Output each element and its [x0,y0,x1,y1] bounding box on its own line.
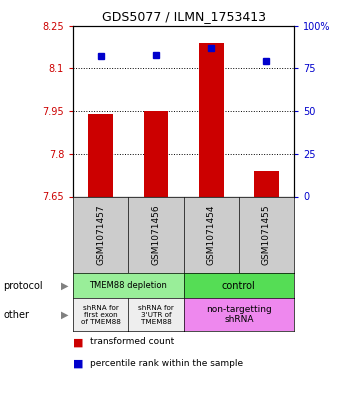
Text: TMEM88 depletion: TMEM88 depletion [89,281,167,290]
Text: ■: ■ [73,359,84,369]
Text: protocol: protocol [3,281,43,290]
Bar [199,43,224,196]
Text: GSM1071457: GSM1071457 [96,204,105,265]
Text: GSM1071455: GSM1071455 [262,204,271,265]
Bar [254,171,279,196]
Text: non-targetting
shRNA: non-targetting shRNA [206,305,272,324]
Text: shRNA for
3'UTR of
TMEM88: shRNA for 3'UTR of TMEM88 [138,305,174,325]
Text: other: other [3,310,29,320]
Text: percentile rank within the sample: percentile rank within the sample [90,359,243,368]
Text: GSM1071456: GSM1071456 [152,204,160,265]
Text: GSM1071454: GSM1071454 [207,205,216,265]
Title: GDS5077 / ILMN_1753413: GDS5077 / ILMN_1753413 [102,10,266,23]
Text: ■: ■ [73,337,84,347]
Text: ▶: ▶ [61,310,68,320]
Bar [143,111,168,196]
Text: shRNA for
first exon
of TMEM88: shRNA for first exon of TMEM88 [81,305,121,325]
Bar [88,114,113,196]
Text: ▶: ▶ [61,281,68,290]
Text: transformed count: transformed count [90,337,174,346]
Text: control: control [222,281,256,290]
